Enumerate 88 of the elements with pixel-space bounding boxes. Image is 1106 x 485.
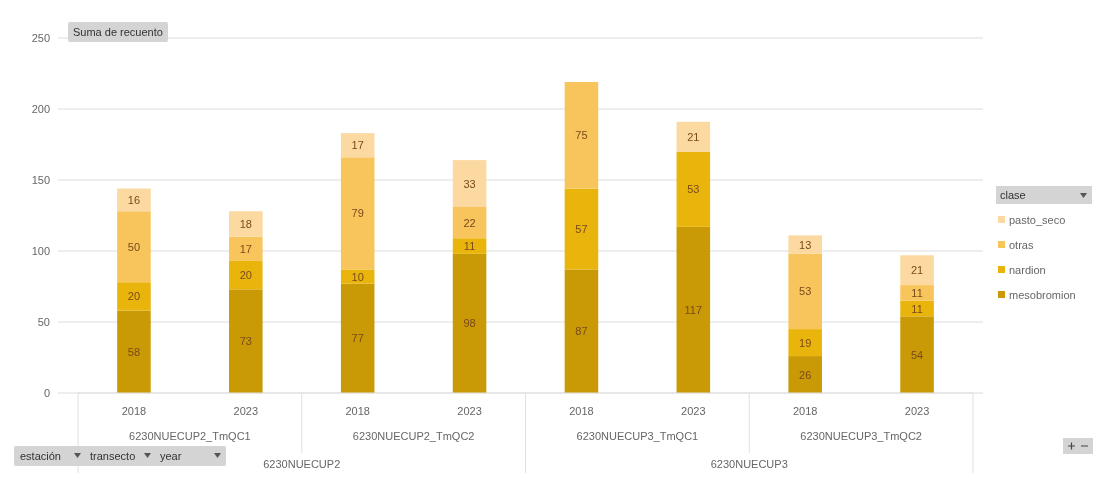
bar bbox=[900, 316, 934, 393]
y-tick-label: 250 bbox=[31, 32, 50, 44]
bar bbox=[340, 283, 375, 393]
x-tick-label: 2018 bbox=[121, 405, 147, 417]
data-label: 17 bbox=[239, 242, 252, 255]
x-tick-label: 2018 bbox=[345, 405, 370, 417]
y-tick-label: 0 bbox=[43, 387, 50, 399]
legend-label: pasto_seco bbox=[1009, 214, 1066, 226]
x-tick-label: 2023 bbox=[233, 405, 259, 417]
y-tick-label: 200 bbox=[31, 103, 50, 115]
x-tick-label: 2023 bbox=[681, 405, 706, 417]
bar bbox=[676, 151, 711, 227]
bar bbox=[340, 157, 375, 270]
data-label: 11 bbox=[911, 286, 923, 299]
data-label: 117 bbox=[684, 303, 703, 316]
legend-label: nardion bbox=[1009, 264, 1046, 276]
chart-title: Suma de recuento bbox=[73, 26, 163, 38]
data-label: 53 bbox=[687, 183, 700, 196]
data-label: 26 bbox=[799, 368, 812, 381]
data-label: 50 bbox=[127, 240, 141, 253]
x-tick-label: 2023 bbox=[904, 405, 930, 417]
legend-label: otras bbox=[1009, 239, 1034, 251]
data-label: 20 bbox=[239, 269, 252, 282]
x-tick-label: 2018 bbox=[569, 405, 594, 417]
data-label: 54 bbox=[910, 348, 924, 361]
data-label: 11 bbox=[911, 302, 923, 315]
bar bbox=[564, 188, 599, 270]
data-label: 18 bbox=[239, 218, 252, 231]
bar bbox=[229, 236, 263, 261]
bar bbox=[788, 356, 822, 393]
bar bbox=[900, 255, 934, 286]
text: 6230NUECUP2 bbox=[263, 458, 341, 470]
bar bbox=[452, 253, 487, 393]
text: year bbox=[160, 450, 182, 462]
bar bbox=[229, 211, 263, 237]
data-label: 22 bbox=[463, 216, 476, 229]
data-label: 57 bbox=[575, 222, 588, 235]
y-tick-label: 50 bbox=[37, 316, 50, 328]
bar bbox=[788, 253, 822, 330]
data-label: 20 bbox=[127, 290, 141, 303]
bar bbox=[564, 269, 599, 393]
bar bbox=[564, 82, 599, 189]
bar bbox=[788, 329, 822, 357]
data-label: 10 bbox=[351, 270, 364, 283]
bar bbox=[229, 289, 263, 393]
text: 6230NUECUP3_TmQC2 bbox=[800, 430, 922, 442]
data-label: 17 bbox=[351, 139, 364, 152]
bar bbox=[340, 133, 375, 158]
data-label: 16 bbox=[127, 193, 141, 206]
bar bbox=[676, 121, 711, 152]
y-tick-label: 150 bbox=[31, 174, 50, 186]
text: transecto bbox=[90, 450, 136, 462]
bar bbox=[452, 238, 487, 254]
data-label: 21 bbox=[910, 264, 924, 277]
data-label: 11 bbox=[463, 240, 476, 253]
bar bbox=[452, 206, 487, 239]
data-label: 21 bbox=[687, 130, 700, 143]
data-label: 77 bbox=[351, 332, 364, 345]
data-label: 98 bbox=[463, 317, 476, 330]
data-label: 79 bbox=[351, 207, 364, 220]
bar bbox=[117, 310, 151, 393]
text: estación bbox=[20, 450, 61, 462]
bar bbox=[117, 282, 151, 311]
x-tick-label: 2023 bbox=[457, 405, 482, 417]
data-label: 53 bbox=[799, 285, 812, 298]
legend-label: mesobromion bbox=[1009, 289, 1076, 301]
data-label: 75 bbox=[575, 129, 588, 142]
bar bbox=[229, 260, 263, 290]
bar bbox=[117, 188, 151, 212]
data-label: 19 bbox=[799, 336, 812, 349]
text: 6230NUECUP3 bbox=[710, 458, 788, 470]
bar bbox=[117, 211, 151, 283]
x-tick-label: 2018 bbox=[792, 405, 818, 417]
data-label: 73 bbox=[239, 335, 252, 348]
text: 6230NUECUP2_TmQC2 bbox=[352, 430, 475, 442]
data-label: 58 bbox=[127, 345, 141, 358]
bar bbox=[676, 226, 711, 393]
bar bbox=[452, 160, 487, 207]
text: 6230NUECUP2_TmQC1 bbox=[129, 430, 251, 442]
data-label: 13 bbox=[799, 238, 812, 251]
legend-title: clase bbox=[1000, 189, 1026, 201]
data-label: 33 bbox=[463, 177, 476, 190]
bar bbox=[900, 285, 934, 301]
bar bbox=[340, 269, 375, 284]
y-tick-label: 100 bbox=[31, 245, 50, 257]
text: 6230NUECUP3_TmQC1 bbox=[576, 430, 699, 442]
data-label: 87 bbox=[575, 325, 588, 338]
bar bbox=[788, 235, 822, 254]
